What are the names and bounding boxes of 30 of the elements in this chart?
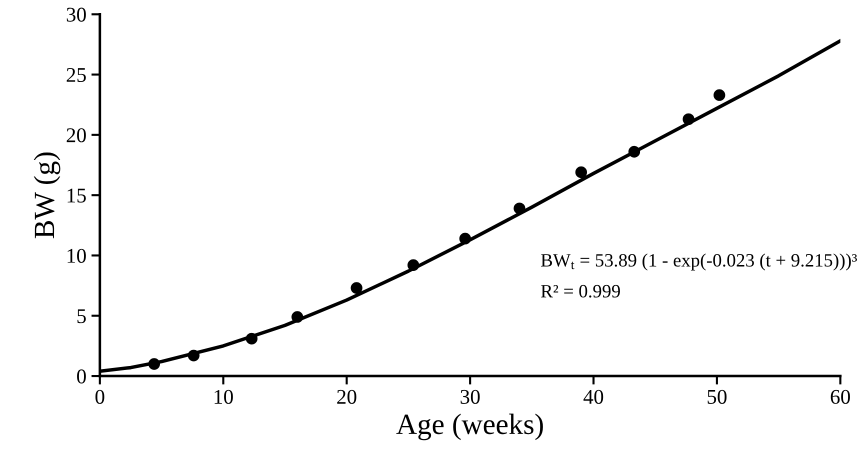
x-axis-title: Age (weeks)	[396, 414, 543, 440]
point	[459, 232, 472, 244]
y-tick-label: 20	[66, 128, 86, 142]
y-tick-label: 25	[66, 68, 86, 82]
point	[682, 113, 694, 126]
x-tick-label: 60	[830, 390, 850, 404]
y-tick-label: 10	[68, 248, 86, 263]
point	[350, 282, 362, 294]
y-axis-title: BW (g)	[34, 152, 60, 238]
y-tick-label: 15	[68, 188, 86, 203]
point	[714, 89, 726, 101]
x-tick-label: 40	[584, 390, 604, 404]
x-tick-label: 50	[708, 390, 727, 404]
point	[246, 332, 258, 345]
x-tick-label: 20	[337, 390, 356, 404]
annotation: R² = 0.999	[540, 284, 620, 298]
annotation: BW$_{t}$ = 53.89 (1 - exp(-0.023 (t + 9.215)))³	[540, 253, 857, 270]
x-tick-label: 10	[214, 390, 233, 404]
x-tick-label: 30	[460, 390, 480, 404]
point	[575, 166, 588, 178]
point	[628, 146, 640, 158]
point	[291, 311, 304, 323]
point	[514, 202, 526, 214]
y-tick-label: 0	[77, 369, 86, 384]
x-tick-label: 0	[95, 390, 104, 404]
point	[148, 358, 160, 370]
point	[188, 350, 200, 362]
y-tick-label: 5	[77, 309, 86, 324]
y-tick-label: 30	[66, 8, 86, 22]
point	[407, 259, 420, 271]
